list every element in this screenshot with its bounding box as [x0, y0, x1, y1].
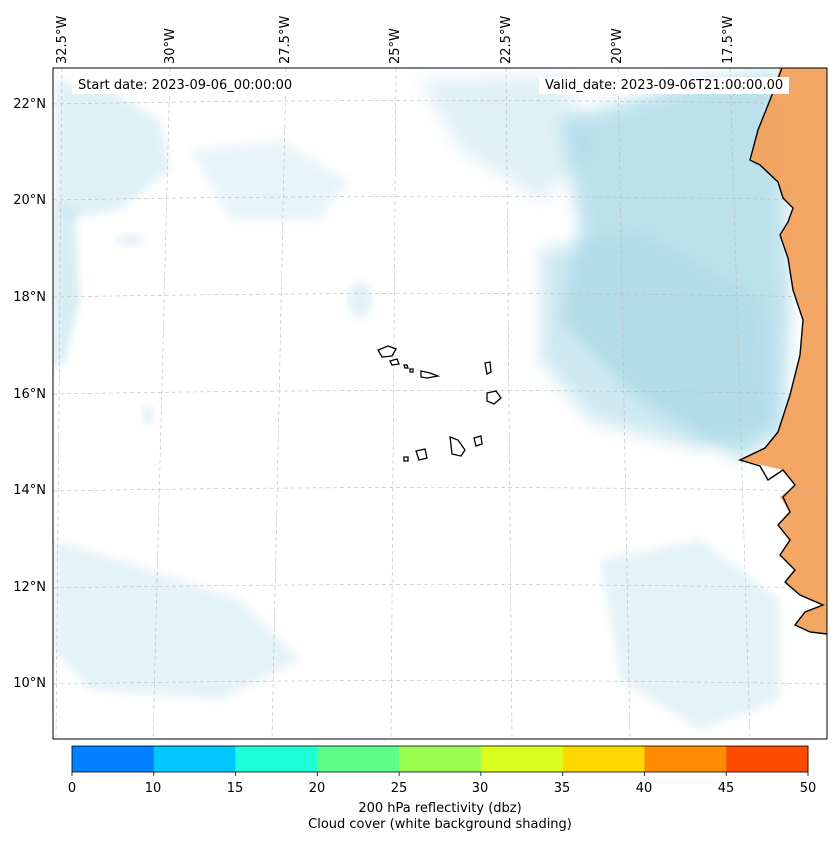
colorbar-segment	[644, 746, 727, 772]
colorbar-tick-15: 15	[226, 781, 244, 796]
lon-label-20w: 20°W	[610, 28, 625, 64]
lat-label-10n: 10°N	[13, 676, 46, 691]
lon-label-30w: 30°W	[163, 28, 178, 64]
colorbar-tick-45: 45	[717, 781, 735, 796]
start-date-label: Start date: 2023-09-06_00:00:00	[72, 77, 299, 94]
west-africa-coastline	[738, 68, 827, 635]
lat-label-22n: 22°N	[13, 97, 46, 112]
lon-label-17-5w: 17.5°W	[721, 15, 736, 64]
valid-date-label: Valid_date: 2023-09-06T21:00:00.00	[539, 77, 790, 94]
land-reflectivity-shading	[740, 68, 827, 634]
lon-label-32-5w: 32.5°W	[55, 15, 70, 64]
colorbar-tick-40: 40	[635, 781, 653, 796]
colorbar-tick-20: 20	[308, 781, 326, 796]
colorbar-segment	[480, 746, 564, 772]
colorbar-segment	[235, 746, 318, 772]
map-frame	[52, 67, 828, 740]
colorbar-segment	[153, 746, 237, 772]
colorbar-segment	[399, 746, 482, 772]
lat-label-16n: 16°N	[13, 387, 46, 402]
colorbar-label-line2: Cloud cover (white background shading)	[308, 817, 572, 832]
lat-label-20n: 20°N	[13, 193, 46, 208]
lat-label-14n: 14°N	[13, 483, 46, 498]
lon-label-25w: 25°W	[388, 28, 403, 64]
colorbar	[72, 746, 809, 772]
colorbar-tick-35: 35	[553, 781, 571, 796]
colorbar-tick-25: 25	[390, 781, 408, 796]
lon-label-22-5w: 22.5°W	[499, 15, 514, 64]
colorbar-segment	[72, 746, 155, 772]
colorbar-tick-0: 0	[67, 781, 77, 796]
colorbar-label-line1: 200 hPa reflectivity (dbz)	[358, 801, 522, 816]
lat-label-12n: 12°N	[13, 580, 46, 595]
lon-label-27-5w: 27.5°W	[278, 15, 293, 64]
colorbar-segment	[726, 746, 809, 772]
lat-label-18n: 18°N	[13, 290, 46, 305]
colorbar-tick-50: 50	[799, 781, 817, 796]
colorbar-tick-10: 10	[144, 781, 162, 796]
colorbar-tick-30: 30	[471, 781, 489, 796]
cape-verde-islands	[377, 345, 502, 462]
colorbar-frame	[71, 745, 809, 773]
gridlines	[53, 68, 827, 739]
colorbar-segment	[562, 746, 645, 772]
colorbar-segment	[317, 746, 400, 772]
